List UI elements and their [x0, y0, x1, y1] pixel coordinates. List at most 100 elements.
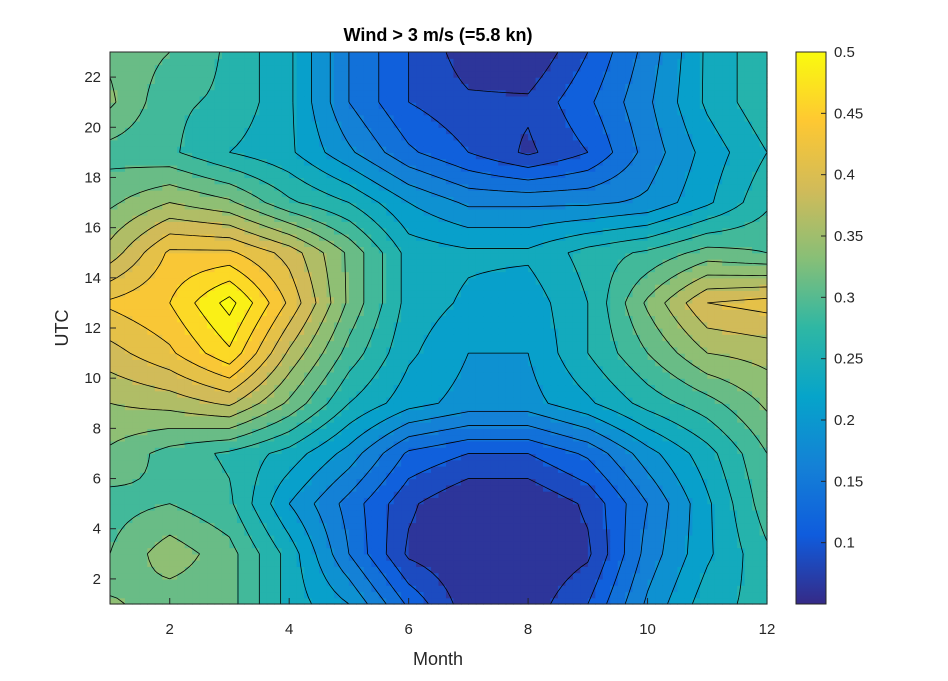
contour-cell — [714, 302, 723, 310]
contour-cell — [259, 566, 268, 574]
contour-cell — [445, 503, 455, 511]
contour-cell — [714, 434, 723, 442]
contour-cell — [274, 415, 283, 423]
contour-cell — [722, 422, 731, 429]
contour-cell — [110, 353, 119, 360]
contour-cell — [348, 353, 357, 360]
contour-cell — [498, 428, 507, 436]
contour-cell — [557, 497, 567, 505]
contour-cell — [445, 371, 455, 379]
contour-cell — [655, 309, 664, 317]
contour-cell — [565, 428, 574, 436]
plot-area — [109, 51, 768, 605]
contour-cell — [535, 553, 544, 561]
contour-cell — [423, 459, 432, 467]
contour-cell — [251, 591, 260, 599]
contour-cell — [572, 378, 581, 386]
contour-cell — [535, 277, 544, 285]
contour-cell — [169, 453, 178, 461]
contour-cell — [520, 246, 529, 254]
contour-cell — [401, 328, 410, 335]
contour-cell — [162, 547, 171, 555]
contour-cell — [737, 553, 746, 561]
contour-cell — [498, 440, 507, 448]
contour-cell — [684, 428, 693, 436]
contour-cell — [363, 566, 372, 574]
contour-cell — [147, 302, 156, 310]
contour-cell — [431, 415, 440, 423]
contour-cell — [289, 415, 298, 423]
contour-cell — [416, 259, 425, 266]
contour-cell — [460, 484, 469, 492]
contour-cell — [221, 315, 231, 323]
contour-cell — [386, 535, 395, 542]
contour-cell — [333, 585, 343, 593]
contour-cell — [147, 277, 156, 285]
contour-cell — [520, 359, 529, 367]
contour-cell — [214, 535, 223, 542]
contour-cell — [124, 466, 133, 473]
contour-cell — [729, 334, 738, 342]
contour-cell — [304, 553, 313, 561]
contour-cell — [408, 384, 417, 392]
contour-cell — [147, 371, 156, 379]
contour-cell — [408, 503, 417, 511]
contour-cell — [669, 309, 679, 317]
contour-cell — [759, 428, 768, 436]
contour-cell — [169, 340, 178, 348]
contour-cell — [311, 346, 320, 354]
contour-cell — [505, 459, 514, 467]
contour-cell — [296, 290, 305, 298]
contour-cell — [677, 484, 686, 492]
contour-cell — [438, 516, 447, 524]
contour-cell — [408, 560, 417, 567]
contour-cell — [580, 522, 589, 530]
contour-cell — [177, 553, 186, 561]
contour-cell — [699, 265, 708, 273]
contour-cell — [319, 309, 328, 317]
contour-cell — [669, 566, 679, 574]
contour-cell — [752, 528, 761, 536]
contour-cell — [737, 528, 746, 536]
contour-cell — [699, 271, 708, 279]
contour-cell — [468, 560, 477, 567]
contour-cell — [326, 409, 335, 417]
contour-cell — [528, 572, 537, 580]
contour-cell — [640, 277, 649, 285]
contour-cell — [438, 390, 447, 398]
contour-cell — [356, 516, 365, 524]
contour-cell — [393, 597, 402, 605]
contour-cell — [453, 503, 462, 511]
contour-cell — [699, 447, 708, 455]
contour-cell — [416, 466, 425, 473]
contour-cell — [363, 390, 372, 398]
contour-cell — [147, 440, 156, 448]
contour-cell — [640, 321, 649, 329]
contour-cell — [602, 503, 611, 511]
contour-cell — [378, 434, 387, 442]
contour-cell — [356, 259, 365, 266]
contour-cell — [378, 503, 387, 511]
contour-cell — [647, 271, 656, 279]
contour-cell — [632, 447, 641, 455]
contour-cell — [356, 484, 365, 492]
contour-cell — [341, 309, 350, 317]
contour-cell — [244, 378, 253, 386]
contour-cell — [132, 472, 141, 480]
contour-cell — [543, 560, 552, 567]
contour-cell — [505, 572, 514, 580]
contour-cell — [296, 547, 305, 555]
contour-cell — [408, 302, 417, 310]
contour-cell — [162, 371, 171, 379]
contour-cell — [371, 466, 380, 473]
contour-cell — [431, 503, 440, 511]
contour-cell — [251, 547, 260, 555]
contour-cell — [281, 328, 290, 335]
contour-cell — [244, 371, 253, 379]
contour-cell — [132, 434, 141, 442]
contour-cell — [737, 503, 746, 511]
contour-cell — [117, 378, 126, 386]
contour-cell — [655, 397, 664, 404]
contour-cell — [602, 252, 611, 260]
contour-cell — [229, 578, 238, 586]
